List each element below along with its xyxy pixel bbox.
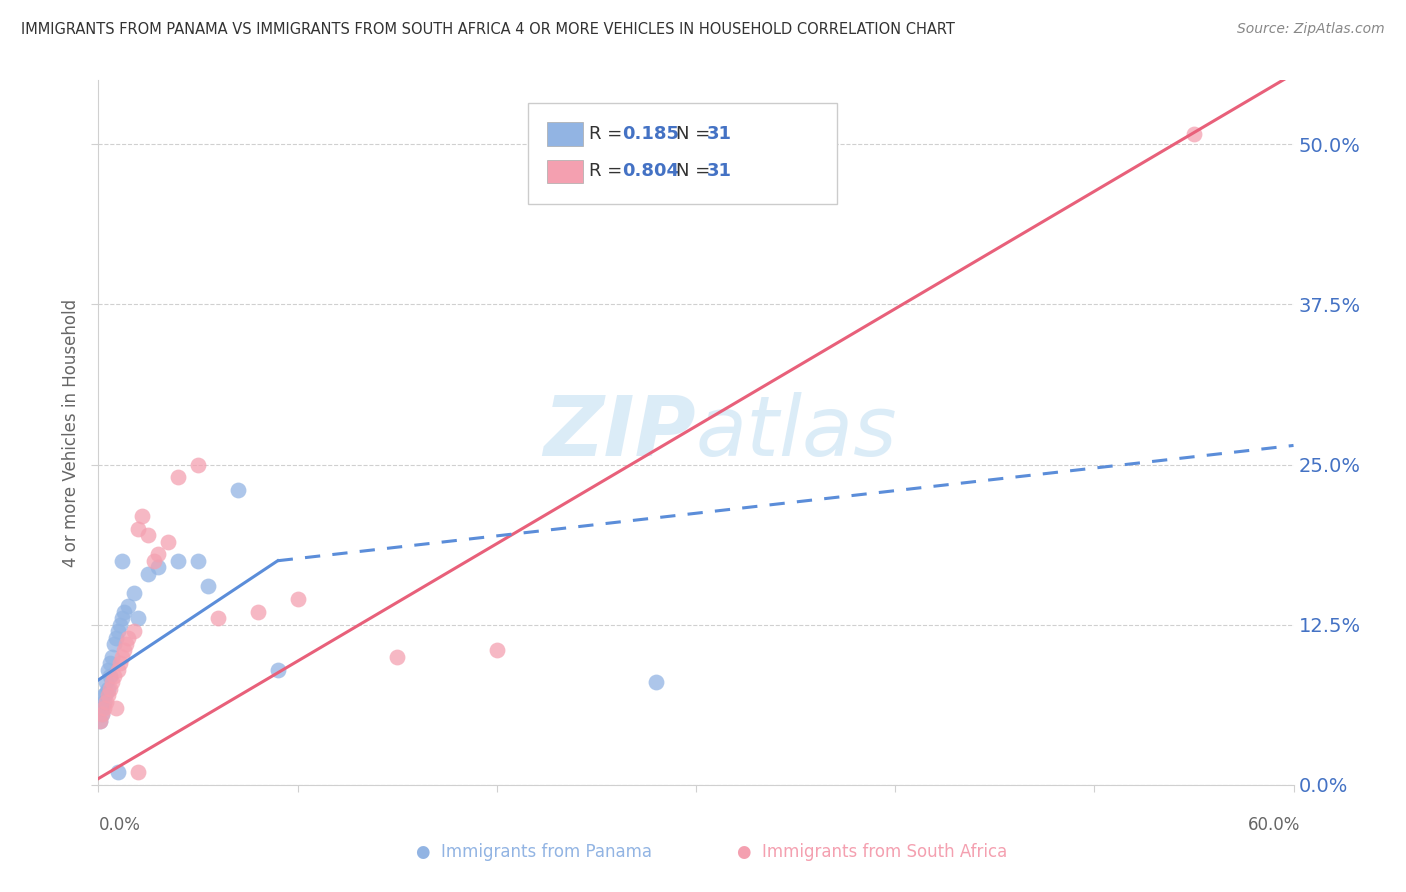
Text: atlas: atlas: [696, 392, 897, 473]
Text: N =: N =: [676, 125, 716, 143]
Y-axis label: 4 or more Vehicles in Household: 4 or more Vehicles in Household: [62, 299, 80, 566]
Point: [110, 617, 132, 632]
Point: [485, 643, 508, 657]
Point: [645, 675, 668, 690]
Point: [97, 688, 120, 702]
Point: [148, 560, 170, 574]
Text: ●  Immigrants from South Africa: ● Immigrants from South Africa: [737, 843, 1007, 861]
Point: [98, 681, 122, 696]
Point: [127, 611, 149, 625]
Point: [112, 605, 135, 619]
Point: [117, 599, 139, 613]
Point: [167, 554, 190, 568]
Text: 0.804: 0.804: [623, 162, 679, 180]
Point: [111, 611, 134, 625]
Point: [107, 663, 129, 677]
Point: [93, 695, 115, 709]
Point: [111, 554, 134, 568]
Point: [93, 701, 115, 715]
Point: [105, 701, 128, 715]
Point: [110, 657, 132, 671]
Point: [246, 605, 269, 619]
Text: 0.185: 0.185: [623, 125, 679, 143]
Point: [115, 637, 138, 651]
Point: [98, 669, 122, 683]
Point: [89, 714, 111, 728]
Point: [101, 649, 124, 664]
Point: [91, 707, 114, 722]
Point: [167, 470, 190, 484]
Text: 0.0%: 0.0%: [98, 816, 141, 834]
Point: [98, 657, 122, 671]
Point: [103, 669, 125, 683]
Point: [127, 522, 149, 536]
Point: [107, 624, 129, 639]
Point: [226, 483, 249, 498]
Point: [112, 643, 135, 657]
Point: [127, 765, 149, 780]
Point: [117, 631, 139, 645]
Point: [103, 637, 125, 651]
Point: [207, 611, 229, 625]
Point: [97, 681, 120, 696]
Text: Source: ZipAtlas.com: Source: ZipAtlas.com: [1237, 22, 1385, 37]
Point: [287, 592, 309, 607]
Point: [93, 688, 115, 702]
Point: [385, 649, 409, 664]
Point: [91, 707, 114, 722]
Point: [187, 458, 209, 472]
Point: [1182, 127, 1205, 141]
Point: [107, 765, 129, 780]
Point: [143, 554, 166, 568]
Text: R =: R =: [589, 162, 627, 180]
Point: [96, 695, 118, 709]
Point: [105, 631, 128, 645]
Point: [101, 675, 124, 690]
Point: [197, 579, 219, 593]
Point: [136, 528, 159, 542]
Point: [267, 663, 290, 677]
Point: [131, 508, 153, 523]
Text: 60.0%: 60.0%: [1249, 816, 1301, 834]
Text: N =: N =: [676, 162, 716, 180]
Point: [96, 686, 118, 700]
Point: [187, 554, 209, 568]
Point: [148, 547, 170, 561]
Point: [124, 586, 146, 600]
Text: 31: 31: [707, 125, 733, 143]
Text: ZIP: ZIP: [543, 392, 696, 473]
Text: R =: R =: [589, 125, 627, 143]
Point: [91, 701, 114, 715]
Point: [157, 534, 180, 549]
Point: [96, 675, 118, 690]
Text: 31: 31: [707, 162, 733, 180]
Point: [124, 624, 146, 639]
Point: [136, 566, 159, 581]
Text: IMMIGRANTS FROM PANAMA VS IMMIGRANTS FROM SOUTH AFRICA 4 OR MORE VEHICLES IN HOU: IMMIGRANTS FROM PANAMA VS IMMIGRANTS FRO…: [21, 22, 955, 37]
Text: ●  Immigrants from Panama: ● Immigrants from Panama: [416, 843, 652, 861]
Point: [97, 663, 120, 677]
Point: [89, 714, 111, 728]
Point: [111, 649, 134, 664]
